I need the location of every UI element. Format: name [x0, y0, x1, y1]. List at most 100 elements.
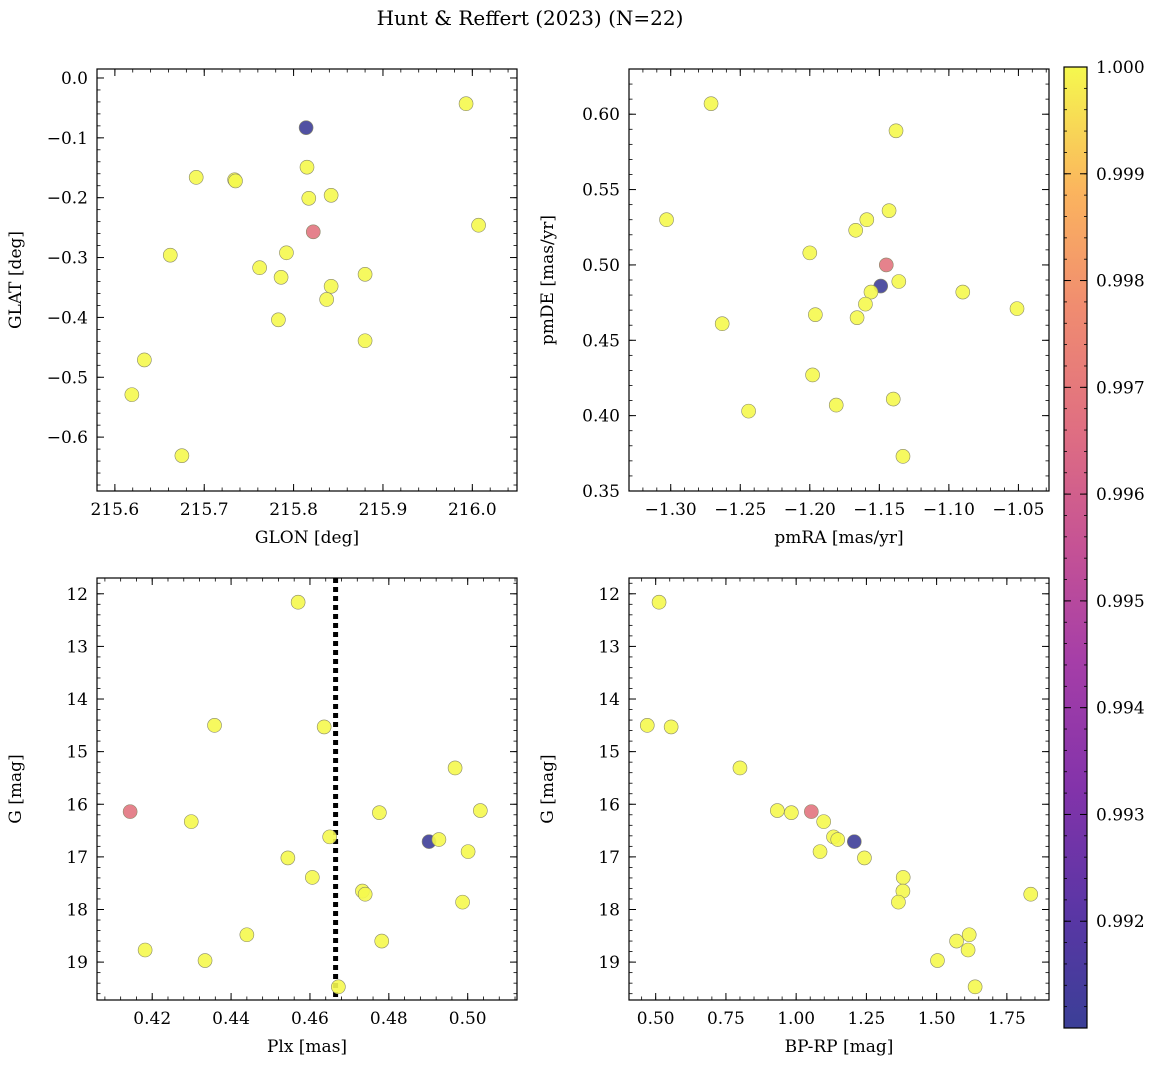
data-point	[357, 886, 373, 902]
x-tick-label: 0.50	[637, 1009, 675, 1029]
x-tick-label: 1.50	[918, 1009, 956, 1029]
axes-frame	[628, 68, 1050, 492]
data-point	[881, 203, 897, 218]
x-tick-label: 0.44	[212, 1009, 250, 1029]
data-point	[207, 718, 222, 733]
panel-pm: −1.30 −1.25 −1.20 −1.15 −1.10 −1.05 0.35 0.40 0.…	[538, 68, 1050, 548]
data-point	[885, 391, 901, 407]
data-point	[828, 397, 844, 413]
x-tick-label: 0.75	[707, 1009, 745, 1029]
x-axis-label: GLON [deg]	[255, 528, 359, 548]
data-point	[280, 850, 296, 866]
data-point	[891, 894, 906, 910]
x-tick-label: 215.6	[91, 500, 140, 520]
data-point	[471, 217, 486, 233]
data-point	[857, 850, 872, 866]
x-tick-label: 1.75	[988, 1009, 1026, 1029]
data-point	[372, 805, 387, 820]
y-tick-label: −0.2	[47, 189, 88, 209]
data-point	[955, 284, 971, 300]
colorbar-frame	[1063, 66, 1088, 1029]
data-point	[816, 814, 831, 829]
colorbar-tick-label: 0.993	[1096, 805, 1145, 825]
y-tick-label: 0.50	[582, 256, 620, 276]
x-tick-label: 1.25	[847, 1009, 885, 1029]
y-tick-label: 19	[66, 953, 88, 973]
colorbar-tick-label: 1.000	[1096, 58, 1145, 78]
x-axis-label: Plx [mas]	[267, 1037, 347, 1057]
data-point	[863, 284, 879, 300]
tick-marks	[96, 69, 517, 491]
y-tick-label: 16	[66, 795, 88, 815]
data-point	[316, 719, 332, 735]
y-tick-label: −0.6	[47, 428, 88, 448]
axes-frame	[96, 577, 518, 1001]
data-point	[431, 832, 447, 847]
y-tick-label: 18	[598, 900, 620, 920]
data-point	[805, 367, 820, 383]
panel-plx_g: 0.42 0.44 0.46 0.48 0.50 12 13 14 15 16 17 18 19 Plx …	[6, 577, 518, 1057]
colorbar-gradient	[1064, 67, 1087, 1028]
x-tick-label: −1.15	[853, 500, 905, 520]
data-point	[331, 979, 346, 995]
x-tick-label: 215.7	[180, 500, 229, 520]
colorbar-tick-label: 0.995	[1096, 592, 1145, 612]
x-tick-label: 0.46	[291, 1009, 329, 1029]
x-tick-label: 0.50	[449, 1009, 487, 1029]
data-point	[301, 190, 317, 206]
panel-glon_glat: 215.6 215.7 215.8 215.9 216.0 0.0 −0.1 −0.2 −0.3…	[6, 68, 518, 548]
y-tick-label: 0.45	[582, 331, 620, 351]
y-tick-label: 13	[66, 637, 88, 657]
data-point	[949, 933, 964, 949]
y-tick-label: −0.5	[47, 368, 88, 388]
data-point	[891, 274, 907, 289]
data-point	[124, 387, 140, 402]
data-point	[770, 803, 785, 818]
data-point	[183, 814, 199, 829]
data-point	[323, 188, 339, 203]
data-point	[802, 245, 818, 261]
data-point	[305, 870, 320, 885]
data-point	[122, 804, 138, 819]
x-tick-label: 216.0	[448, 500, 497, 520]
data-point	[784, 805, 799, 820]
tick-marks	[629, 578, 1050, 1000]
panel-cmd: 0.50 0.75 1.00 1.25 1.50 1.75 12 13 14 15 16 17 18 19…	[538, 577, 1050, 1057]
y-tick-label: 12	[66, 585, 88, 605]
y-tick-label: 18	[66, 900, 88, 920]
data-point	[961, 927, 977, 943]
axes-frame	[96, 68, 518, 492]
x-axis-label: pmRA [mas/yr]	[774, 528, 903, 548]
axes-frame	[628, 577, 1050, 1001]
colorbar-tick-label: 0.999	[1096, 165, 1145, 185]
y-tick-label: 16	[598, 795, 620, 815]
y-tick-label: 17	[598, 848, 620, 868]
data-point	[651, 594, 667, 610]
data-point	[323, 278, 339, 294]
x-tick-label: 0.48	[370, 1009, 408, 1029]
y-tick-label: −0.4	[47, 308, 88, 328]
data-point	[174, 448, 190, 463]
y-tick-label: 0.0	[61, 69, 88, 89]
data-point	[473, 803, 488, 818]
data-point	[812, 844, 828, 859]
data-point	[252, 260, 267, 276]
data-point	[888, 123, 904, 139]
data-point	[455, 894, 470, 910]
data-point	[188, 170, 204, 185]
y-tick-label: 12	[598, 585, 620, 605]
colorbar-tick-label: 0.996	[1096, 485, 1145, 505]
data-point	[460, 844, 476, 859]
x-tick-label: 215.8	[269, 500, 318, 520]
y-axis-label: G [mag]	[6, 754, 26, 823]
data-point	[714, 316, 730, 332]
tick-marks	[97, 578, 517, 1000]
data-point	[849, 310, 865, 325]
y-tick-label: 0.60	[582, 105, 620, 125]
data-point	[659, 212, 674, 228]
data-point	[319, 292, 334, 307]
data-point	[741, 403, 756, 419]
data-point	[967, 979, 983, 995]
